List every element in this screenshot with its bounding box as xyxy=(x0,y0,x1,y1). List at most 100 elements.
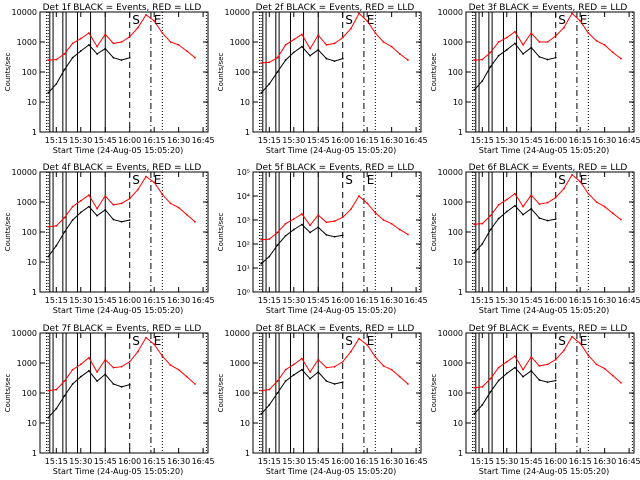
data-point-lld xyxy=(333,220,336,222)
data-point-lld xyxy=(611,374,614,377)
x-tick-label: 16:45 xyxy=(618,457,640,466)
data-point-lld xyxy=(546,201,549,204)
data-point-lld xyxy=(398,53,401,55)
data-point-lld xyxy=(153,20,156,22)
data-point-lld xyxy=(366,202,369,205)
data-point-lld xyxy=(497,366,500,369)
data-point-events xyxy=(88,369,90,372)
data-point-lld xyxy=(489,51,492,54)
data-point-events xyxy=(292,228,295,231)
data-point-events xyxy=(55,407,58,410)
data-point-lld xyxy=(169,202,172,205)
data-point-events xyxy=(309,231,311,234)
x-tick-label: 16:30 xyxy=(380,136,403,145)
y-tick-label: 10 xyxy=(27,258,37,267)
data-point-events xyxy=(63,395,66,397)
data-point-lld xyxy=(522,368,524,371)
data-point-lld xyxy=(358,337,360,340)
data-point-lld xyxy=(481,385,484,388)
end-marker: E xyxy=(367,13,375,27)
data-point-lld xyxy=(55,388,58,391)
data-point-lld xyxy=(349,27,352,30)
data-point-lld xyxy=(194,383,196,385)
data-point-lld xyxy=(554,34,557,37)
series-line-lld xyxy=(48,175,196,228)
end-marker: E xyxy=(580,334,588,348)
data-point-lld xyxy=(603,205,606,208)
x-axis-label: Start Time (24-Aug-05 15:05:20) xyxy=(479,146,610,155)
data-point-events xyxy=(538,379,541,381)
x-tick-label: 15:15 xyxy=(471,457,494,466)
data-point-lld xyxy=(47,225,50,228)
data-point-events xyxy=(473,413,476,415)
data-point-lld xyxy=(301,357,303,360)
y-tick-label: 1 xyxy=(458,128,463,137)
data-point-lld xyxy=(595,39,598,42)
data-point-events xyxy=(120,385,123,388)
data-point-events xyxy=(284,380,287,382)
data-point-events xyxy=(554,56,557,59)
data-point-lld xyxy=(374,211,377,214)
detector-panel: Det 1f BLACK = Events, RED = LLD 1 10 100 10… xyxy=(4,3,215,155)
x-tick-label: 15:15 xyxy=(471,296,494,305)
y-tick-label: 1 xyxy=(32,288,37,297)
x-axis-label: Start Time (24-Aug-05 15:05:20) xyxy=(266,146,397,155)
data-point-events xyxy=(341,57,344,60)
data-point-lld xyxy=(71,42,74,45)
data-point-lld xyxy=(185,375,188,378)
plot-frame xyxy=(252,171,422,293)
data-point-lld xyxy=(268,388,271,391)
data-point-lld xyxy=(325,366,328,369)
y-tick-label: 10⁵ xyxy=(237,168,250,177)
data-point-events xyxy=(79,211,82,214)
data-point-events xyxy=(276,244,279,246)
data-point-events xyxy=(301,368,303,371)
data-point-lld xyxy=(88,32,90,34)
data-point-lld xyxy=(505,36,508,39)
start-marker: S xyxy=(345,334,353,348)
data-point-events xyxy=(120,220,123,223)
detector-panel: Det 6f BLACK = Events, RED = LLD 1 10 100 10… xyxy=(430,163,640,315)
x-tick-label: 16:00 xyxy=(544,296,567,305)
data-point-lld xyxy=(79,199,82,202)
data-point-lld xyxy=(382,219,385,221)
data-point-lld xyxy=(595,363,598,366)
y-axis-label: Counts/sec xyxy=(430,213,438,252)
data-point-lld xyxy=(595,201,598,203)
data-point-lld xyxy=(341,36,344,39)
x-tick-label: 16:45 xyxy=(192,457,215,466)
data-point-lld xyxy=(620,57,622,60)
data-point-lld xyxy=(374,355,377,358)
x-tick-label: 15:30 xyxy=(282,136,305,145)
x-tick-label: 16:15 xyxy=(569,296,592,305)
data-point-lld xyxy=(136,350,139,353)
data-point-events xyxy=(514,42,516,45)
panel-title: Det 3f BLACK = Events, RED = LLD xyxy=(469,3,628,13)
data-point-events xyxy=(96,214,98,217)
x-tick-label: 16:15 xyxy=(143,457,166,466)
end-marker: E xyxy=(580,13,588,27)
data-point-events xyxy=(47,92,50,94)
data-point-events xyxy=(333,60,336,63)
data-point-lld xyxy=(514,192,516,195)
data-point-lld xyxy=(185,213,188,216)
data-point-events xyxy=(505,210,508,213)
x-tick-label: 16:45 xyxy=(405,136,428,145)
end-marker: E xyxy=(580,173,588,187)
x-tick-label: 15:45 xyxy=(307,457,330,466)
data-point-lld xyxy=(554,196,557,199)
data-point-events xyxy=(317,371,320,373)
data-point-events xyxy=(333,383,336,385)
y-tick-label: 10³ xyxy=(237,216,250,225)
data-point-events xyxy=(128,219,131,221)
data-point-events xyxy=(505,48,508,51)
data-point-events xyxy=(522,53,524,55)
x-tick-label: 15:45 xyxy=(94,296,117,305)
y-tick-label: 1000 xyxy=(230,359,250,368)
data-point-lld xyxy=(620,381,622,384)
data-point-lld xyxy=(128,35,131,38)
panel-title: Det 6f BLACK = Events, RED = LLD xyxy=(469,163,628,173)
data-point-lld xyxy=(538,365,541,367)
x-tick-label: 16:15 xyxy=(569,457,592,466)
series-line-lld xyxy=(474,174,622,225)
